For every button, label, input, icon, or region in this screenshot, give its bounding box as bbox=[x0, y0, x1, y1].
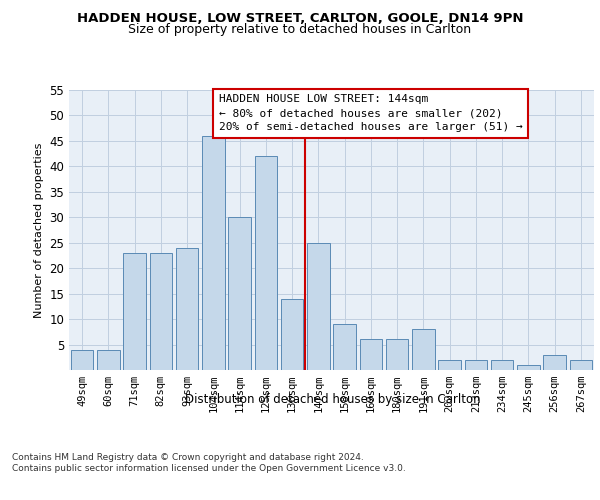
Bar bbox=[97, 350, 119, 370]
Bar bbox=[281, 298, 303, 370]
Text: Size of property relative to detached houses in Carlton: Size of property relative to detached ho… bbox=[128, 22, 472, 36]
Bar bbox=[202, 136, 224, 370]
Bar bbox=[124, 253, 146, 370]
Text: HADDEN HOUSE LOW STREET: 144sqm
← 80% of detached houses are smaller (202)
20% o: HADDEN HOUSE LOW STREET: 144sqm ← 80% of… bbox=[218, 94, 523, 132]
Text: Contains public sector information licensed under the Open Government Licence v3: Contains public sector information licen… bbox=[12, 464, 406, 473]
Bar bbox=[570, 360, 592, 370]
Bar bbox=[412, 330, 434, 370]
Bar bbox=[176, 248, 198, 370]
Bar bbox=[229, 218, 251, 370]
Bar bbox=[465, 360, 487, 370]
Y-axis label: Number of detached properties: Number of detached properties bbox=[34, 142, 44, 318]
Bar bbox=[71, 350, 93, 370]
Bar bbox=[307, 242, 329, 370]
Bar bbox=[491, 360, 513, 370]
Bar bbox=[544, 354, 566, 370]
Bar bbox=[517, 365, 539, 370]
Bar bbox=[255, 156, 277, 370]
Bar bbox=[150, 253, 172, 370]
Bar bbox=[360, 340, 382, 370]
Text: HADDEN HOUSE, LOW STREET, CARLTON, GOOLE, DN14 9PN: HADDEN HOUSE, LOW STREET, CARLTON, GOOLE… bbox=[77, 12, 523, 26]
Bar bbox=[439, 360, 461, 370]
Bar bbox=[386, 340, 408, 370]
Text: Distribution of detached houses by size in Carlton: Distribution of detached houses by size … bbox=[185, 392, 481, 406]
Bar bbox=[334, 324, 356, 370]
Text: Contains HM Land Registry data © Crown copyright and database right 2024.: Contains HM Land Registry data © Crown c… bbox=[12, 452, 364, 462]
